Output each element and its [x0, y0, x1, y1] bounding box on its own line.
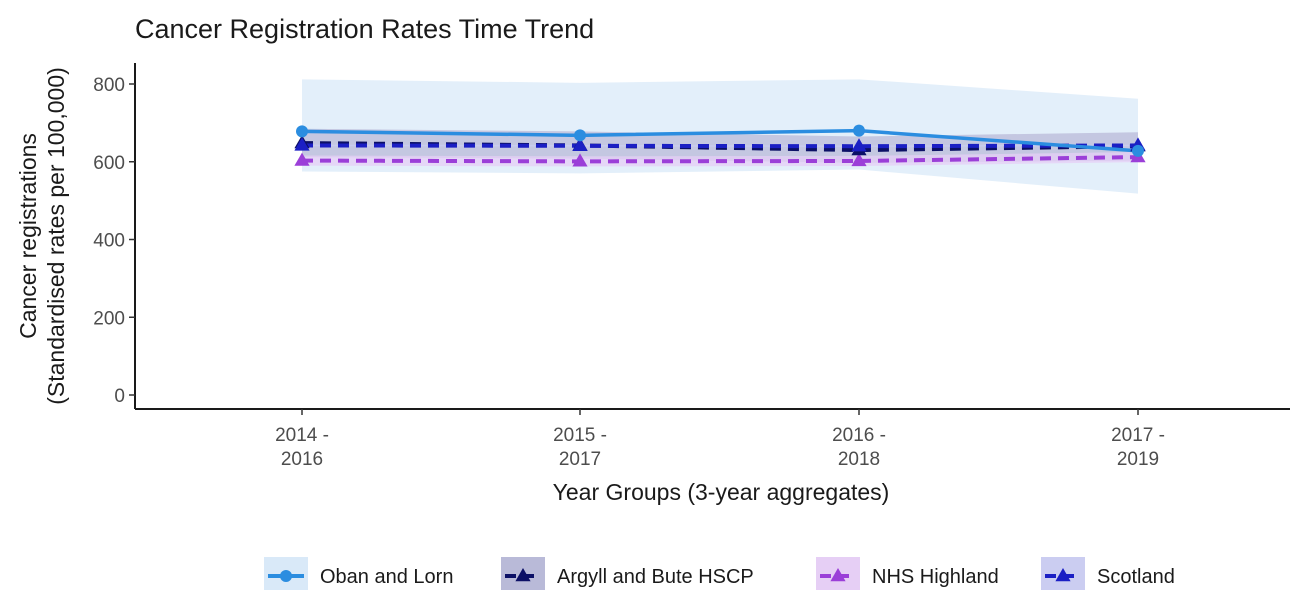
x-tick-label: 2014 -	[275, 425, 329, 446]
legend-item-scotland: Scotland	[1041, 557, 1175, 590]
legend-label-oban-and-lorn: Oban and Lorn	[320, 566, 453, 588]
legend-item-nhs-highland: NHS Highland	[816, 557, 999, 590]
point-oban-and-lorn	[574, 129, 586, 142]
x-tick-label: 2016 -	[832, 425, 886, 446]
series-lines	[301, 128, 1139, 164]
point-scotland	[294, 137, 310, 151]
point-nhs-highland	[294, 152, 310, 166]
chart-title: Cancer Registration Rates Time Trend	[135, 14, 594, 44]
y-axis-title: Cancer registrations (Standardised rates…	[15, 67, 69, 405]
legend-label-nhs-highland: NHS Highland	[872, 566, 999, 588]
legend-key-marker-argyll-and-bute-hscp	[515, 568, 531, 582]
point-nhs-highland	[572, 153, 588, 167]
x-axis-ticks: 2014 - 2016 2015 - 2017 2016 - 2018 2017 - 2019	[275, 409, 1165, 470]
x-tick-label: 2017 -	[1111, 425, 1165, 446]
x-tick-label: 2016	[281, 449, 323, 470]
y-tick-label: 600	[93, 153, 125, 174]
line-scotland	[301, 143, 1139, 149]
y-tick-label: 400	[93, 231, 125, 252]
legend: Oban and Lorn Argyll and Bute HSCP NHS Hig…	[264, 557, 1175, 590]
x-tick-label: 2018	[838, 449, 880, 470]
legend-key-marker-nhs-highland	[830, 568, 846, 582]
y-axis-title-line-1: Cancer registrations	[15, 133, 41, 339]
y-axis-ticks: 0 200 400 600 800	[93, 75, 135, 407]
point-oban-and-lorn	[1132, 144, 1144, 157]
x-axis-title: Year Groups (3-year aggregates)	[553, 479, 890, 505]
series-markers	[294, 124, 1146, 167]
line-oban-and-lorn	[301, 128, 1139, 153]
legend-item-oban-and-lorn: Oban and Lorn	[264, 557, 453, 590]
y-tick-label: 800	[93, 75, 125, 96]
legend-item-argyll-and-bute-hscp: Argyll and Bute HSCP	[501, 557, 754, 590]
y-axis-title-line-2: (Standardised rates per 100,000)	[43, 67, 69, 405]
point-scotland	[851, 138, 867, 152]
point-oban-and-lorn	[853, 124, 865, 137]
x-tick-label: 2017	[559, 449, 601, 470]
legend-label-argyll-and-bute-hscp: Argyll and Bute HSCP	[557, 566, 754, 588]
legend-label-scotland: Scotland	[1097, 566, 1175, 588]
x-tick-label: 2019	[1117, 449, 1159, 470]
legend-key-marker-oban-and-lorn	[280, 570, 292, 582]
confidence-ribbons	[302, 79, 1138, 194]
point-nhs-highland	[851, 152, 867, 167]
x-tick-label: 2015 -	[553, 425, 607, 446]
point-scotland	[572, 137, 588, 152]
y-tick-label: 200	[93, 308, 125, 329]
line-nhs-highland	[301, 155, 1139, 164]
y-tick-label: 0	[114, 386, 125, 407]
point-oban-and-lorn	[296, 125, 308, 138]
legend-key-marker-scotland	[1055, 568, 1071, 582]
